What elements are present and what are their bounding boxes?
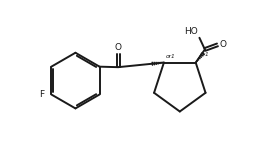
Text: or1: or1 xyxy=(166,54,176,59)
Text: HO: HO xyxy=(184,27,198,36)
Text: O: O xyxy=(219,40,226,49)
Text: F: F xyxy=(39,90,44,99)
Text: or1: or1 xyxy=(199,52,209,57)
Text: O: O xyxy=(115,43,122,52)
